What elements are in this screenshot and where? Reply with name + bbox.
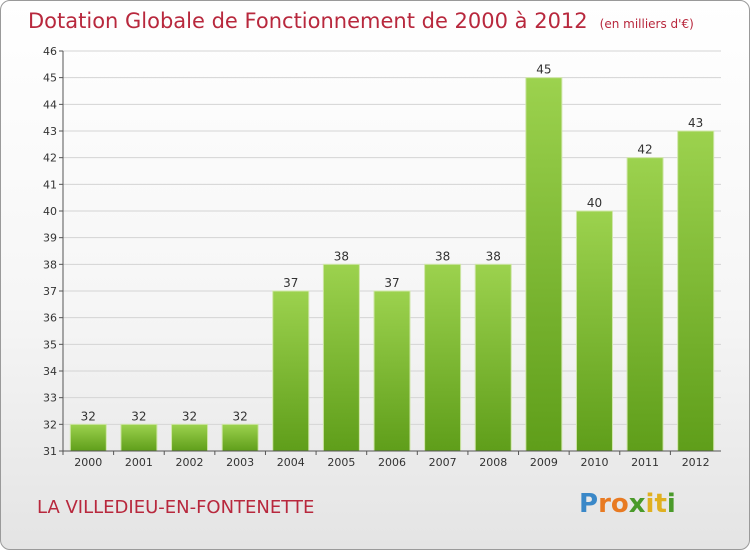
bar-2000: [69, 423, 107, 452]
bar-2002: [171, 423, 209, 452]
value-label-2008: 38: [486, 249, 501, 263]
logo-letter: i: [666, 489, 676, 519]
y-tick-label: 45: [43, 72, 57, 85]
y-tick-label: 36: [43, 312, 57, 325]
value-label-2010: 40: [587, 196, 602, 210]
proxiti-logo: Proxiti: [579, 489, 676, 519]
bar-2011: [626, 157, 664, 452]
x-tick-label-2000: 2000: [74, 456, 102, 469]
x-tick-label-2004: 2004: [277, 456, 305, 469]
x-tick-label-2010: 2010: [580, 456, 608, 469]
x-tick-label-2005: 2005: [327, 456, 355, 469]
bar-2009: [525, 77, 563, 452]
value-label-2007: 38: [435, 249, 450, 263]
y-axis-ticks: 31 32 33 34 35 36 37 38 39 40 41 42 43 44 45 46: [43, 45, 63, 458]
y-tick-label: 33: [43, 392, 57, 405]
logo-letter: P: [579, 489, 599, 519]
bar-2003: [221, 423, 259, 452]
value-label-2011: 42: [637, 143, 652, 157]
y-tick-label: 43: [43, 125, 57, 138]
bar-2004: [272, 290, 310, 452]
x-axis-ticks: 2000 2001 2002 2003 2004 2005 2006 2007 2008 2009…: [62, 451, 710, 469]
value-label-2001: 32: [131, 409, 146, 423]
bar-2010: [575, 210, 613, 452]
x-tick-label-2002: 2002: [176, 456, 204, 469]
value-label-2003: 32: [233, 409, 248, 423]
y-tick-label: 44: [43, 98, 57, 111]
logo-letter: t: [654, 489, 667, 519]
logo-letter: o: [610, 489, 629, 519]
y-tick-label: 41: [43, 178, 57, 191]
bar-2007: [424, 263, 462, 452]
chart-title-text: Dotation Globale de Fonctionnement de 20…: [28, 9, 588, 33]
y-tick-label: 31: [43, 445, 57, 458]
value-label-2012: 43: [688, 116, 703, 130]
bar-2008: [474, 263, 512, 452]
y-tick-label: 40: [43, 205, 57, 218]
commune-name: LA VILLEDIEU-EN-FONTENETTE: [37, 497, 315, 518]
x-tick-label-2008: 2008: [479, 456, 507, 469]
value-label-2002: 32: [182, 409, 197, 423]
bars: [69, 77, 715, 452]
logo-letter: r: [598, 489, 611, 519]
bar-2012: [677, 130, 715, 452]
value-label-2006: 37: [384, 276, 399, 290]
y-tick-label: 34: [43, 365, 57, 378]
x-tick-label-2011: 2011: [631, 456, 659, 469]
value-labels: 32 32 32 32 37 38 37 38 38 45 40 42 43: [81, 63, 704, 424]
logo-letter: x: [628, 489, 646, 519]
value-label-2009: 45: [536, 63, 551, 77]
y-tick-label: 32: [43, 418, 57, 431]
bar-2001: [120, 423, 158, 452]
axes: [62, 51, 721, 452]
y-tick-label: 39: [43, 232, 57, 245]
x-tick-label-2007: 2007: [429, 456, 457, 469]
x-tick-label-2012: 2012: [682, 456, 710, 469]
bar-2006: [373, 290, 411, 452]
y-tick-label: 37: [43, 285, 57, 298]
x-tick-label-2001: 2001: [125, 456, 153, 469]
value-label-2005: 38: [334, 249, 349, 263]
value-label-2004: 37: [283, 276, 298, 290]
x-tick-label-2003: 2003: [226, 456, 254, 469]
y-tick-label: 42: [43, 152, 57, 165]
y-tick-label: 38: [43, 258, 57, 271]
y-tick-label: 35: [43, 338, 57, 351]
value-label-2000: 32: [81, 409, 96, 423]
bar-2005: [322, 263, 360, 452]
x-tick-label-2006: 2006: [378, 456, 406, 469]
chart-title: Dotation Globale de Fonctionnement de 20…: [28, 9, 694, 33]
y-tick-label: 46: [43, 45, 57, 58]
x-tick-label-2009: 2009: [530, 456, 558, 469]
chart-subtitle: (en milliers d'€): [599, 17, 694, 31]
logo-letter: i: [645, 489, 655, 519]
